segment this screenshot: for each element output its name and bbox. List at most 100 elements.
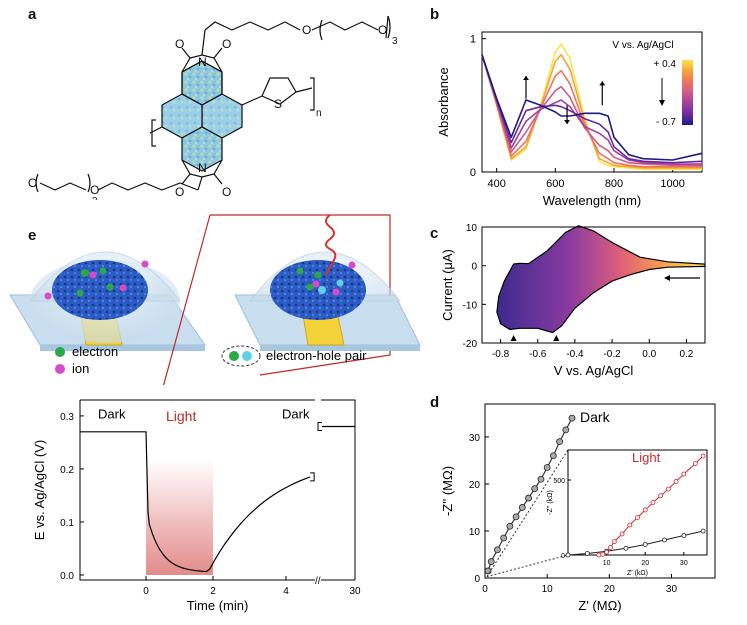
x-tick-label: -0.6 <box>529 349 547 360</box>
chart-e: // 0.0 0.1 0.2 0.3 0 2 4 30 Dark Light Dark Time (mi… <box>32 399 361 613</box>
spectrum-line <box>481 53 702 169</box>
spectrum-line <box>481 54 702 167</box>
y-tick-label: -20 <box>463 339 478 350</box>
atom-s: S <box>274 97 282 111</box>
spectrum-line <box>481 54 702 168</box>
y-axis-label: -Z'' (MΩ) <box>440 466 455 516</box>
dark-point <box>484 567 492 575</box>
dark-point <box>487 558 495 565</box>
x-axis-label: Time (min) <box>187 598 249 613</box>
panel-label-a: a <box>28 6 37 23</box>
inset-light-point <box>627 522 633 528</box>
y-tick-label: 10 <box>469 527 481 538</box>
x-tick-label: 30 <box>666 584 678 595</box>
dark-point <box>556 438 563 446</box>
y-tick-label: 0 <box>474 574 480 585</box>
y-tick-label: 10 <box>466 223 478 234</box>
dark-point <box>562 426 570 434</box>
device-illustrations: electron ion electron-hole pair <box>9 214 421 385</box>
legend-pair: electron-hole pair <box>266 348 367 363</box>
y-axis-label: E vs. Ag/AgCl (V) <box>32 440 47 540</box>
plot-frame <box>481 226 706 344</box>
arrow-up-2-head <box>599 81 606 86</box>
x-tick-label: 0 <box>143 586 149 597</box>
dark-point <box>512 513 520 521</box>
x-tick-label: 20 <box>604 584 616 595</box>
axis-top-right <box>321 399 356 580</box>
atom-n-top: N <box>198 55 207 69</box>
ring-top <box>181 60 223 106</box>
axis-break-mark: // <box>315 576 321 587</box>
dark-point <box>549 452 557 460</box>
legend-arrow-head <box>659 100 665 106</box>
label-dark-right: Dark <box>282 407 310 422</box>
potential-trace <box>80 431 311 573</box>
y-tick-label: -10 <box>463 300 478 311</box>
recovery-end-bracket <box>310 472 315 482</box>
y-tick-label: 20 <box>469 480 481 491</box>
label-light: Light <box>166 408 196 424</box>
spectrum-line <box>481 43 702 171</box>
inset-x-tick-label: 10 <box>603 560 611 567</box>
x-tick-label: 800 <box>605 178 623 190</box>
legend-electron: electron <box>72 344 118 359</box>
inset-light-point <box>673 479 679 484</box>
inset-light-point <box>693 461 698 466</box>
cv-curve <box>496 225 706 334</box>
arrow-up-1-head <box>523 76 529 80</box>
panel-e: e <box>0 205 430 620</box>
x-tick-label: -0.4 <box>566 349 584 360</box>
inset-dark-point <box>700 528 706 534</box>
chart-c: -0.8 -0.6 -0.4 -0.2 0.0 0.2 -20 -10 0 10 V vs. Ag/… <box>440 223 706 378</box>
inset-light-point <box>642 507 648 513</box>
final-bracket <box>317 422 322 432</box>
inset-light-point <box>596 552 602 558</box>
peak-marker <box>553 335 560 341</box>
y-tick-label: 1 <box>470 34 476 46</box>
y-axis-label: Absorbance <box>436 67 451 136</box>
x-tick-label: 2 <box>210 586 216 597</box>
inset-light-point <box>681 471 687 477</box>
y-tick-label: 30 <box>469 433 481 444</box>
label-dark-left: Dark <box>98 407 126 422</box>
panel-label-b: b <box>430 6 440 23</box>
inset-y-label: -Z'' (kΩ) <box>547 490 554 515</box>
dark-label: Dark <box>580 409 611 425</box>
atom-o-8: O <box>28 176 37 190</box>
plot-frame <box>481 31 703 173</box>
atom-o-6: O <box>378 23 387 37</box>
y-tick-label: 0 <box>470 167 476 179</box>
panel-d: d 0 0 10 10 20 20 30 30 Dark 10 20 30 0 500 Light Z' (k… <box>430 390 747 620</box>
dark-point <box>500 534 508 542</box>
panel-c: c -0.8 -0.6 -0.4 -0.2 0.0 0.2 -20 -10 0 10 V vs. A… <box>430 215 747 385</box>
subscript-3-bottom: 3 <box>92 196 98 200</box>
device-dark <box>9 251 206 351</box>
x-tick-label: 30 <box>349 586 361 597</box>
x-axis-label: V vs. Ag/AgCl <box>554 363 634 378</box>
inset-light-point <box>608 545 613 550</box>
inset-dark-line <box>567 530 704 556</box>
x-tick-label: -0.8 <box>492 349 510 360</box>
scan-direction-arrow-head <box>664 275 670 281</box>
legend-title: V vs. Ag/AgCl <box>612 40 673 51</box>
spectrum-line <box>481 54 702 165</box>
chart-b: 400 600 800 1000 0 1 Wavelength (nm) Absorbance… <box>436 31 703 208</box>
y-tick-label: 0 <box>471 262 477 273</box>
x-axis-label: Wavelength (nm) <box>543 193 642 208</box>
x-tick-label: 1000 <box>660 178 684 190</box>
x-tick-label: 600 <box>546 178 564 190</box>
inset-light-point <box>658 493 664 499</box>
inset-x-label: Z' (kΩ) <box>627 570 648 577</box>
legend-colorbar <box>682 60 693 125</box>
axis-left-bottom <box>79 400 315 581</box>
atom-o-3: O <box>175 185 184 199</box>
inset-light-point <box>611 539 617 544</box>
inset-x-tick-label: 20 <box>641 560 649 567</box>
subscript-3-top: 3 <box>392 36 398 47</box>
inset-dark-point <box>584 551 590 556</box>
inset-guide-1 <box>486 449 569 577</box>
x-tick-label: 0.2 <box>679 349 693 360</box>
x-tick-label: 400 <box>487 178 505 190</box>
panel-label-c: c <box>430 225 439 242</box>
